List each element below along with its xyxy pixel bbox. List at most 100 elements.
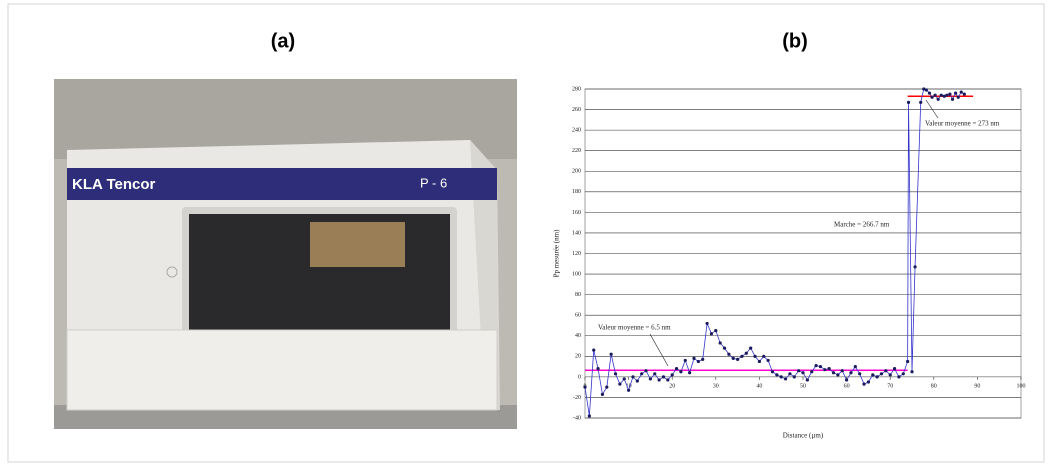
y-tick-label: 260 <box>572 107 581 113</box>
data-point <box>692 357 695 360</box>
data-point <box>684 359 687 362</box>
data-point <box>666 378 669 381</box>
data-point <box>788 372 791 375</box>
data-point <box>588 414 591 417</box>
x-tick-label: 90 <box>974 383 980 389</box>
data-point <box>806 378 809 381</box>
panel-label: (a) <box>271 30 295 52</box>
y-tick-label: 160 <box>572 210 581 216</box>
y-tick-label: -40 <box>573 415 581 421</box>
data-point <box>767 359 770 362</box>
data-point <box>951 98 954 101</box>
y-tick-label: 120 <box>572 251 581 257</box>
data-point <box>714 329 717 332</box>
data-point <box>705 322 708 325</box>
data-point <box>823 368 826 371</box>
data-point <box>784 377 787 380</box>
x-tick-label: 40 <box>756 383 762 389</box>
y-tick-label: 40 <box>575 333 581 339</box>
data-point <box>583 386 586 389</box>
data-point <box>701 358 704 361</box>
data-point <box>727 353 730 356</box>
data-point <box>627 389 630 392</box>
data-point <box>934 94 937 97</box>
data-point <box>907 101 910 104</box>
page: {"panels": ["(a)", "(b)"], "photo": {"br… <box>0 0 1050 468</box>
data-point <box>889 373 892 376</box>
data-point <box>605 386 608 389</box>
data-point <box>675 367 678 370</box>
data-point <box>710 332 713 335</box>
brand: KLA Tencor <box>72 176 155 193</box>
data-point <box>758 360 761 363</box>
data-point <box>876 375 879 378</box>
x-tick-label: 100 <box>1017 383 1026 389</box>
x-tick-label: 20 <box>669 383 675 389</box>
data-point <box>871 373 874 376</box>
data-point <box>719 341 722 344</box>
data-point <box>644 369 647 372</box>
data-point <box>902 372 905 375</box>
x-tick-label: 60 <box>844 383 850 389</box>
data-point <box>937 98 940 101</box>
x-tick-label: 70 <box>887 383 893 389</box>
x-tick-label: 80 <box>931 383 937 389</box>
data-point <box>688 371 691 374</box>
data-point <box>913 265 916 268</box>
data-point <box>636 379 639 382</box>
data-point <box>797 369 800 372</box>
data-point <box>618 382 621 385</box>
data-point <box>697 360 700 363</box>
annotation: Marche = 266.7 nm <box>834 221 890 229</box>
data-point <box>793 375 796 378</box>
data-point <box>753 355 756 358</box>
data-point <box>884 369 887 372</box>
data-point <box>954 92 957 95</box>
data-point <box>740 355 743 358</box>
data-point <box>780 375 783 378</box>
stage <box>310 222 405 267</box>
data-point <box>897 375 900 378</box>
y-tick-label: 200 <box>572 169 581 175</box>
figure: (a) (b) KLA Tencor P - 6 -40-20020406080… <box>0 0 1050 468</box>
y-tick-label: 240 <box>572 128 581 134</box>
data-point <box>814 364 817 367</box>
data-point <box>960 90 963 93</box>
data-point <box>658 378 661 381</box>
data-point <box>893 367 896 370</box>
data-point <box>836 373 839 376</box>
data-point <box>919 101 922 104</box>
data-point <box>832 371 835 374</box>
data-point <box>601 393 604 396</box>
y-tick-label: 280 <box>572 86 581 92</box>
data-point <box>732 357 735 360</box>
data-point <box>906 360 909 363</box>
y-tick-label: 140 <box>572 230 581 236</box>
data-point <box>948 93 951 96</box>
annotation: Valeur moyenne = 273 nm <box>925 120 1000 128</box>
data-point <box>940 94 943 97</box>
data-point <box>928 92 931 95</box>
data-point <box>671 373 674 376</box>
data-point <box>640 372 643 375</box>
data-point <box>771 370 774 373</box>
y-tick-label: 0 <box>578 374 581 380</box>
data-point <box>736 358 739 361</box>
annotation: Valeur moyenne = 6.5 nm <box>598 324 671 332</box>
data-point <box>957 96 960 99</box>
model: P - 6 <box>420 175 447 190</box>
data-point <box>596 367 599 370</box>
data-point <box>819 365 822 368</box>
y-tick-label: 20 <box>575 354 581 360</box>
x-tick-label: 50 <box>800 383 806 389</box>
data-point <box>679 370 682 373</box>
data-point <box>862 382 865 385</box>
data-point <box>880 372 883 375</box>
data-point <box>828 367 831 370</box>
y-tick-label: 60 <box>575 313 581 319</box>
data-point <box>849 371 852 374</box>
y-tick-label: 80 <box>575 292 581 298</box>
data-point <box>745 352 748 355</box>
data-point <box>910 370 913 373</box>
data-point <box>801 371 804 374</box>
